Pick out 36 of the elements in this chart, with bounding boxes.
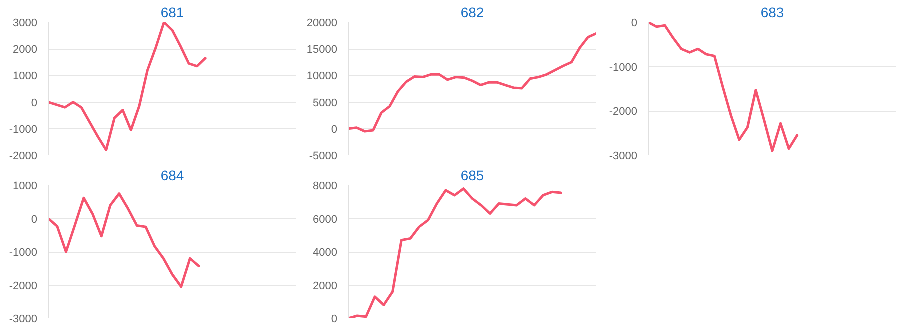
- y-tick-label: 0: [31, 214, 38, 226]
- y-tick-label: -1000: [9, 124, 38, 136]
- y-tick-label: 0: [631, 18, 638, 30]
- y-tick-label: 2000: [13, 44, 38, 56]
- line-series: [648, 22, 799, 152]
- y-tick-label: 2000: [313, 280, 338, 292]
- line-series: [348, 188, 562, 318]
- y-tick-label: -1000: [9, 247, 38, 259]
- y-tick-label: 0: [331, 314, 338, 326]
- line-series: [348, 32, 596, 133]
- y-tick-label: -2000: [9, 150, 38, 162]
- y-tick-label: 1000: [13, 70, 38, 83]
- y-tick-label: 15000: [306, 44, 338, 56]
- y-tick-label: 5000: [313, 97, 338, 110]
- y-tick-label: -5000: [309, 150, 338, 162]
- y-tick-label: 6000: [313, 214, 338, 226]
- y-tick-label: -3000: [9, 314, 38, 326]
- y-tick-label: -2000: [9, 280, 38, 292]
- chart-title: 682: [460, 4, 484, 20]
- y-tick-label: 10000: [306, 70, 338, 83]
- line-series: [48, 192, 200, 288]
- y-tick-label: -2000: [609, 106, 638, 118]
- y-tick-label: -3000: [609, 150, 638, 162]
- y-tick-label: -1000: [609, 62, 638, 74]
- y-tick-label: 20000: [306, 18, 338, 30]
- chart-title: 684: [160, 168, 184, 184]
- chart-title: 683: [760, 4, 784, 20]
- chart-title: 681: [160, 4, 184, 20]
- y-tick-label: 3000: [13, 18, 38, 30]
- y-tick-label: 1000: [13, 180, 38, 192]
- chart-title: 685: [460, 168, 484, 184]
- y-tick-label: 0: [331, 124, 338, 136]
- y-tick-label: 0: [31, 97, 38, 110]
- line-series: [48, 22, 207, 152]
- y-tick-label: 8000: [313, 180, 338, 192]
- y-tick-label: 4000: [313, 247, 338, 259]
